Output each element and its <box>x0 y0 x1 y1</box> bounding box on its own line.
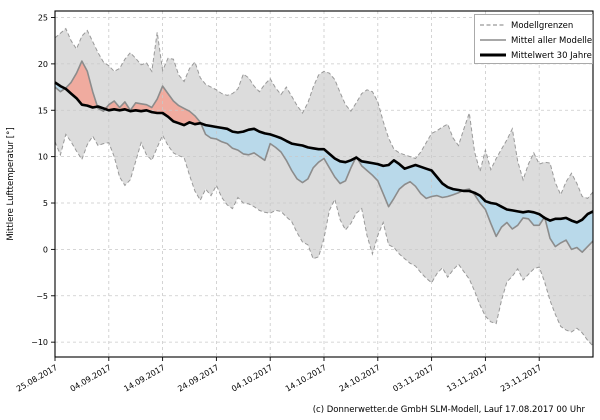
data-lines <box>54 27 594 347</box>
x-tick-label: 04.10.2017 <box>230 363 274 394</box>
x-tick-label: 13.11.2017 <box>445 363 489 394</box>
x-tick-label: 04.09.2017 <box>69 363 113 394</box>
y-tick-label: 0 <box>43 245 48 254</box>
legend-item-mittel-aller-modelle: Mittel aller Modelle <box>511 36 592 46</box>
x-tick-label: 14.10.2017 <box>284 363 328 394</box>
x-tick-label: 25.08.2017 <box>15 363 59 394</box>
model-mean-line <box>54 60 594 253</box>
x-tick-label: 24.09.2017 <box>176 363 220 394</box>
y-tick-label: −10 <box>31 338 48 347</box>
x-tick-label: 24.10.2017 <box>338 363 382 394</box>
legend: Modellgrenzen Mittel aller Modelle Mitte… <box>474 14 593 64</box>
y-tick-label: 15 <box>38 106 48 115</box>
y-tick-label: 25 <box>38 13 48 22</box>
y-tick-label: 20 <box>38 60 48 69</box>
y-axis-label: Mittlere Lufttemperatur [°] <box>6 127 16 240</box>
legend-item-modellgrenzen: Modellgrenzen <box>511 21 573 31</box>
x-tick-label: 03.11.2017 <box>391 363 435 394</box>
y-tick-label: −5 <box>36 292 48 301</box>
y-tick-label: 5 <box>43 199 48 208</box>
x-tick-label: 14.09.2017 <box>122 363 166 394</box>
x-tick-label: 23.11.2017 <box>499 363 543 394</box>
mean30-line <box>54 81 594 224</box>
model-max-line <box>54 27 594 199</box>
y-tick-label: 10 <box>38 153 48 162</box>
copyright-caption: (c) Donnerwetter.de GmbH SLM-Modell, Lau… <box>313 405 586 415</box>
legend-item-mittelwert-30-jahre: Mittelwert 30 Jahre <box>511 51 592 61</box>
